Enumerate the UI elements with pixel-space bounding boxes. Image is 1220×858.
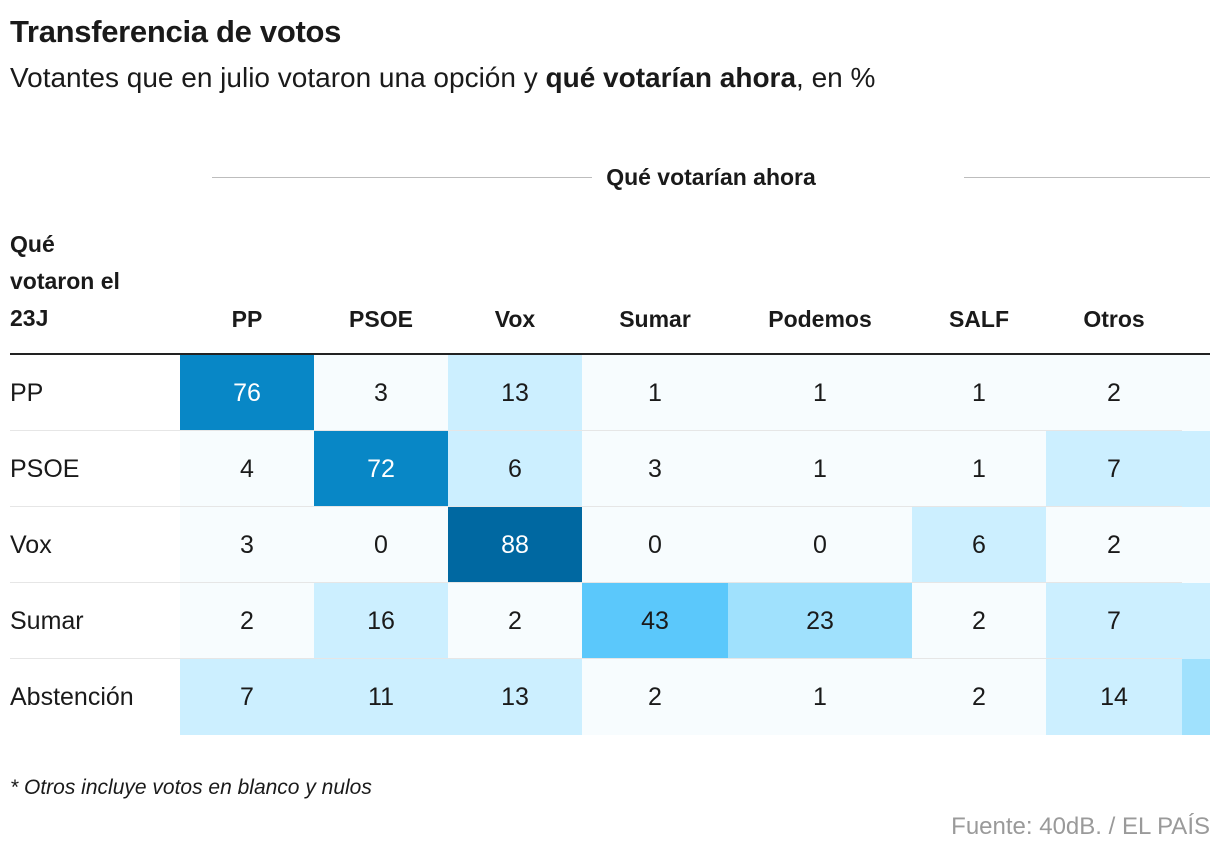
heatmap-cell: 7: [1046, 583, 1182, 659]
heatmap-cell: 3: [314, 355, 448, 431]
chart-subtitle: Votantes que en julio votaron una opción…: [10, 62, 875, 94]
heatmap-cell: 16: [314, 583, 448, 659]
column-header-pp: PP: [231, 306, 263, 332]
column-header-sumar: Sumar: [619, 306, 691, 332]
column-header-vox: Vox: [494, 306, 536, 332]
heatmap-cell: 6: [448, 431, 582, 507]
row-label-sumar: Sumar: [10, 607, 84, 635]
heatmap-cell: 23: [728, 583, 912, 659]
clipped-column-cell: [1182, 583, 1210, 659]
heatmap-cell: 2: [1046, 355, 1182, 431]
row-header-line: Qué: [10, 231, 55, 257]
column-header-salf: SALF: [948, 306, 1010, 332]
row-divider: [10, 582, 1182, 583]
heatmap-cell: 4: [180, 431, 314, 507]
column-header-psoe: PSOE: [349, 306, 413, 332]
row-label-vox: Vox: [10, 531, 52, 559]
heatmap-cell: 0: [582, 507, 728, 583]
heatmap-cell: 2: [180, 583, 314, 659]
heatmap-cell: 6: [912, 507, 1046, 583]
column-group-label: Qué votarían ahora: [592, 164, 830, 190]
heatmap-cell: 7: [1046, 431, 1182, 507]
heatmap-cell: 14: [1046, 659, 1182, 735]
heatmap-cell: 0: [728, 507, 912, 583]
row-divider: [10, 430, 1182, 431]
heatmap-cell: 3: [180, 507, 314, 583]
clipped-column-cell: [1182, 355, 1210, 431]
source-credit: Fuente: 40dB. / EL PAÍS: [951, 813, 1210, 840]
row-header-line: votaron el: [10, 268, 120, 294]
clipped-column-cell: [1182, 659, 1210, 735]
column-group-rule-right: [964, 177, 1210, 178]
heatmap-cell: 11: [314, 659, 448, 735]
heatmap-cell: 1: [728, 659, 912, 735]
heatmap-cell: 7: [180, 659, 314, 735]
row-label-abstención: Abstención: [10, 683, 134, 711]
heatmap-cell: 76: [180, 355, 314, 431]
row-divider: [10, 658, 1182, 659]
column-group-header: Qué votarían ahora: [212, 162, 1210, 192]
heatmap-cell: 0: [314, 507, 448, 583]
footnote: * Otros incluye votos en blanco y nulos: [10, 776, 372, 799]
column-header-podemos: Podemos: [768, 306, 872, 332]
subtitle-prefix: Votantes que en julio votaron una opción…: [10, 62, 546, 93]
heatmap-cell: 2: [912, 659, 1046, 735]
heatmap-cell: 1: [728, 355, 912, 431]
row-divider: [10, 506, 1182, 507]
heatmap-cell: 2: [582, 659, 728, 735]
column-group-rule-left: [212, 177, 682, 178]
heatmap-cell: 72: [314, 431, 448, 507]
clipped-column-cell: [1182, 431, 1210, 507]
heatmap-cell: 2: [912, 583, 1046, 659]
subtitle-bold: qué votarían ahora: [545, 62, 797, 93]
heatmap-cell: 43: [582, 583, 728, 659]
heatmap-cell: 88: [448, 507, 582, 583]
table-top-rule: [10, 353, 1210, 355]
heatmap-cell: 1: [582, 355, 728, 431]
row-header: Qué votaron el 23J: [10, 226, 170, 337]
row-label-pp: PP: [10, 379, 44, 407]
heatmap-cell: 3: [582, 431, 728, 507]
heatmap-cell: 1: [728, 431, 912, 507]
row-header-line: 23J: [10, 305, 49, 331]
heatmap-cell: 2: [448, 583, 582, 659]
subtitle-suffix: , en %: [796, 62, 876, 93]
heatmap-cell: 13: [448, 659, 582, 735]
heatmap-cell: 13: [448, 355, 582, 431]
heatmap-cell: 1: [912, 431, 1046, 507]
heatmap-cell: 1: [912, 355, 1046, 431]
clipped-column-cell: [1182, 507, 1210, 583]
column-header-otros: Otros: [1083, 306, 1145, 332]
chart-title: Transferencia de votos: [10, 14, 342, 49]
row-label-psoe: PSOE: [10, 455, 80, 483]
heatmap-cell: 2: [1046, 507, 1182, 583]
